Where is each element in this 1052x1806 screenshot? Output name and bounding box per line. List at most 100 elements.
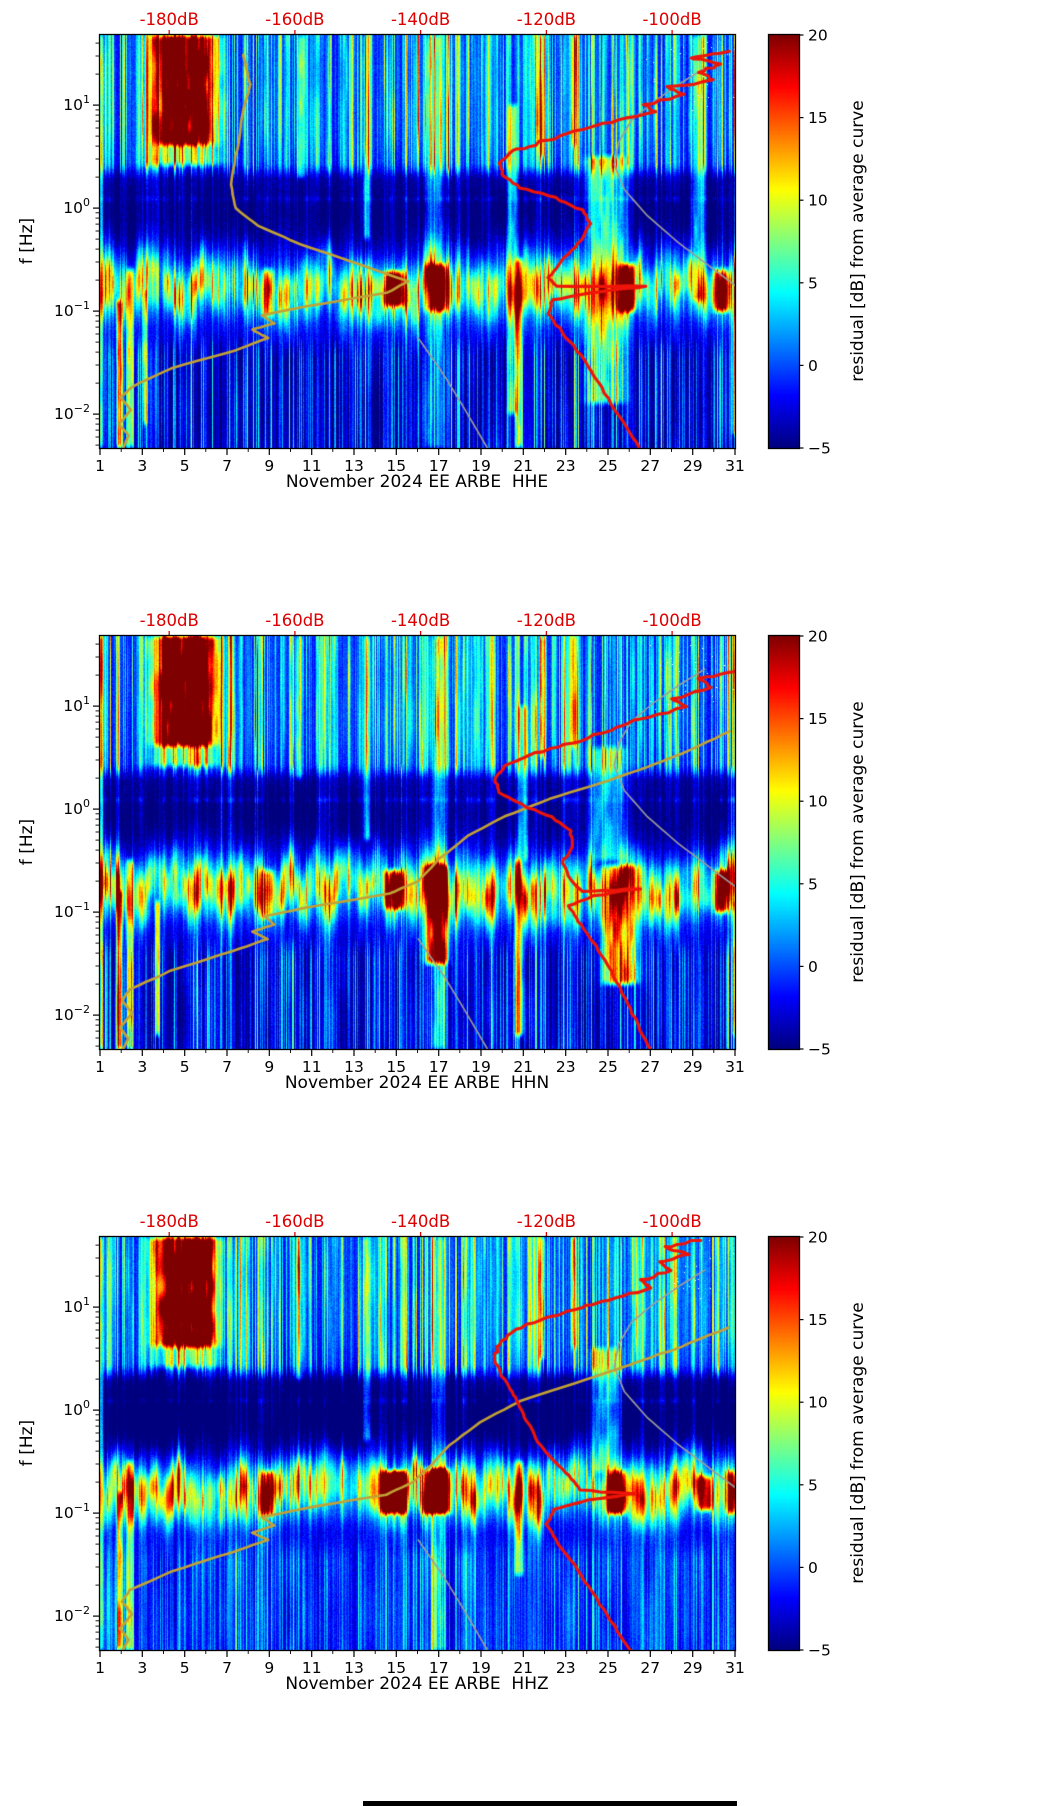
x-tick-label: 9 — [264, 1659, 274, 1677]
colorbar-label: residual [dB] from average curve — [848, 1302, 868, 1584]
top-db-label: -180dB — [140, 10, 199, 29]
colorbar-tick-label: 20 — [808, 1229, 828, 1247]
x-tick-label: 17 — [429, 1058, 449, 1076]
top-db-label: -120dB — [517, 611, 576, 630]
x-tick-label: 25 — [598, 457, 618, 475]
x-tick-label: 21 — [513, 457, 533, 475]
x-tick-label: 15 — [386, 1058, 406, 1076]
colorbar-tick-label: 15 — [808, 710, 828, 728]
y-axis-label: f [Hz] — [17, 818, 37, 866]
x-tick-label: 1 — [95, 1058, 105, 1076]
plot-frame — [98, 1235, 737, 1652]
colorbar-canvas-hhe — [769, 35, 799, 448]
x-tick-label: 17 — [429, 1659, 449, 1677]
top-db-label: -160dB — [265, 611, 324, 630]
plot-frame — [98, 33, 737, 450]
colorbar-tick-label: 20 — [808, 628, 828, 646]
x-tick-label: 3 — [137, 1659, 147, 1677]
top-db-label: -140dB — [391, 1212, 450, 1231]
colorbar-tick-label: 10 — [808, 192, 828, 210]
x-tick-label: 11 — [302, 1058, 322, 1076]
x-tick-label: 7 — [222, 1659, 232, 1677]
colorbar-tick-label: 5 — [808, 274, 818, 292]
y-tick-label: 10−1 — [54, 900, 90, 921]
x-tick-label: 13 — [344, 457, 364, 475]
colorbar-tick-label: −5 — [808, 1041, 831, 1059]
spectrogram-canvas-hhe — [100, 35, 735, 448]
x-tick-label: 31 — [725, 1058, 745, 1076]
x-tick-label: 17 — [429, 457, 449, 475]
colorbar-tick-label: 0 — [808, 958, 818, 976]
spectrogram-panel-hhz: -180dB -160dB -140dB -120dB -100dB 1 3 5 7 9 11 13 1… — [0, 1202, 1052, 1803]
x-tick-label: 3 — [137, 457, 147, 475]
top-db-label: -160dB — [265, 1212, 324, 1231]
y-axis-label: f [Hz] — [17, 1419, 37, 1467]
colorbar-tick-label: −5 — [808, 440, 831, 458]
top-db-label: -140dB — [391, 10, 450, 29]
x-tick-label: 7 — [222, 1058, 232, 1076]
x-tick-label: 5 — [180, 1058, 190, 1076]
x-tick-label: 21 — [513, 1058, 533, 1076]
y-tick-label: 100 — [63, 797, 90, 818]
x-tick-label: 31 — [725, 457, 745, 475]
colorbar-frame — [767, 33, 801, 450]
x-tick-label: 25 — [598, 1659, 618, 1677]
x-tick-label: 15 — [386, 1659, 406, 1677]
next-figure-cutoff — [363, 1801, 737, 1806]
spectrogram-canvas-hhz — [100, 1237, 735, 1650]
x-tick-label: 27 — [640, 1058, 660, 1076]
colorbar-tick-label: 5 — [808, 1476, 818, 1494]
x-tick-label: 15 — [386, 457, 406, 475]
colorbar-tick-label: 20 — [808, 27, 828, 45]
top-db-label: -120dB — [517, 1212, 576, 1231]
y-tick-label: 100 — [63, 196, 90, 217]
colorbar-tick-label: 5 — [808, 875, 818, 893]
x-tick-label: 5 — [180, 457, 190, 475]
spectrogram-panel-hhe: -180dB -160dB -140dB -120dB -100dB 1 3 5 7 9 11 13 1… — [0, 0, 1052, 601]
colorbar-tick-label: −5 — [808, 1642, 831, 1660]
x-tick-label: 11 — [302, 1659, 322, 1677]
colorbar-label: residual [dB] from average curve — [848, 100, 868, 382]
top-db-label: -100dB — [642, 1212, 701, 1231]
x-tick-label: 9 — [264, 457, 274, 475]
y-tick-label: 101 — [63, 694, 90, 715]
x-tick-label: 21 — [513, 1659, 533, 1677]
y-axis-label: f [Hz] — [17, 217, 37, 265]
x-tick-label: 23 — [556, 1058, 576, 1076]
x-tick-label: 29 — [683, 1659, 703, 1677]
x-tick-label: 13 — [344, 1058, 364, 1076]
plot-frame — [98, 634, 737, 1051]
colorbar-canvas-hhz — [769, 1237, 799, 1650]
x-tick-label: 13 — [344, 1659, 364, 1677]
colorbar-tick-label: 15 — [808, 109, 828, 127]
y-tick-label: 101 — [63, 93, 90, 114]
x-tick-label: 19 — [471, 1659, 491, 1677]
y-tick-label: 10−2 — [54, 1604, 90, 1625]
x-tick-label: 19 — [471, 1058, 491, 1076]
x-tick-label: 29 — [683, 1058, 703, 1076]
x-tick-label: 1 — [95, 1659, 105, 1677]
y-tick-label: 100 — [63, 1398, 90, 1419]
y-tick-label: 101 — [63, 1295, 90, 1316]
x-tick-label: 25 — [598, 1058, 618, 1076]
x-axis-label: November 2024 EE ARBE HHN — [284, 1073, 550, 1093]
top-db-label: -100dB — [642, 10, 701, 29]
top-db-label: -180dB — [140, 1212, 199, 1231]
top-db-label: -140dB — [391, 611, 450, 630]
x-tick-label: 27 — [640, 457, 660, 475]
colorbar-canvas-hhn — [769, 636, 799, 1049]
x-tick-label: 9 — [264, 1058, 274, 1076]
top-db-label: -180dB — [140, 611, 199, 630]
y-tick-label: 10−1 — [54, 1501, 90, 1522]
top-db-label: -160dB — [265, 10, 324, 29]
x-tick-label: 1 — [95, 457, 105, 475]
x-axis-label: November 2024 EE ARBE HHZ — [285, 1674, 549, 1694]
y-tick-label: 10−2 — [54, 402, 90, 423]
x-axis-label: November 2024 EE ARBE HHE — [285, 472, 549, 492]
x-tick-label: 7 — [222, 457, 232, 475]
colorbar-tick-label: 10 — [808, 1394, 828, 1412]
